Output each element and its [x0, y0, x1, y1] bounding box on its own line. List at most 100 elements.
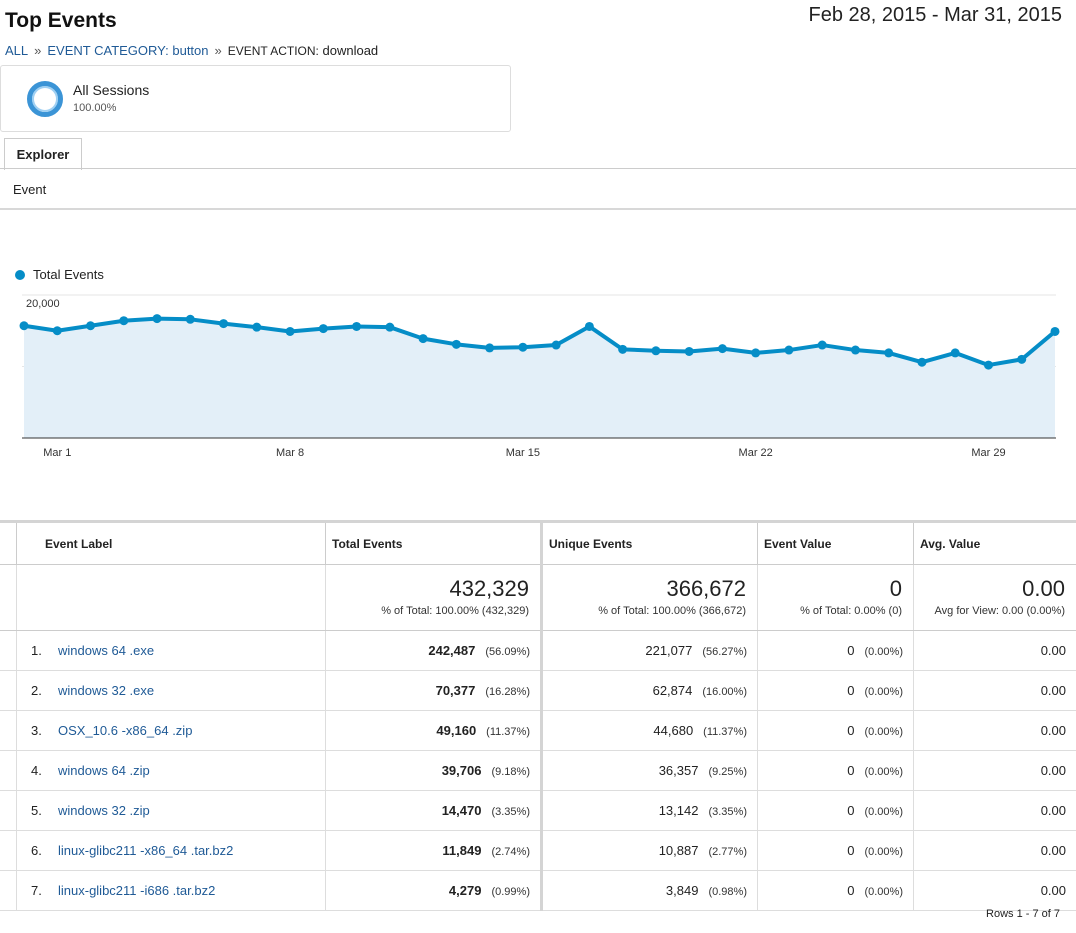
data-point — [19, 321, 29, 331]
unique-events-value: 366,672 — [666, 576, 746, 601]
total-events-cell: 70,377 (16.28%) — [325, 670, 542, 711]
unique-events-number: 10,887 — [658, 843, 699, 858]
segment-percent: 100.00% — [73, 102, 117, 114]
breadcrumb-action-value: download — [322, 43, 379, 58]
row-index: 5. — [31, 803, 42, 818]
event-value-percent: (0.00%) — [864, 766, 903, 778]
event-value-number: 0 — [847, 683, 855, 698]
total-events-number: 242,487 — [428, 643, 476, 658]
column-header-avg-value[interactable]: Avg. Value — [913, 520, 1076, 565]
column-header-total-events[interactable]: Total Events — [325, 520, 542, 565]
segment-donut-icon — [27, 81, 63, 117]
data-point — [518, 342, 528, 352]
unique-events-number: 62,874 — [652, 683, 693, 698]
x-tick-label: Mar 15 — [506, 447, 540, 459]
date-range-picker[interactable]: Feb 28, 2015 - Mar 31, 2015 — [808, 4, 1063, 26]
total-events-number: 14,470 — [441, 803, 482, 818]
total-events-cell: 242,487 (56.09%) — [325, 630, 542, 671]
unique-events-percent: (0.98%) — [708, 886, 747, 898]
breadcrumb-category-link[interactable]: EVENT CATEGORY: button — [47, 43, 209, 58]
data-point — [152, 314, 162, 324]
unique-events-cell: 3,849 (0.98%) — [540, 870, 758, 911]
unique-events-cell: 13,142 (3.35%) — [540, 790, 758, 831]
table-row: 2. windows 32 .exe 70,377 (16.28%) 62,874 (16… — [0, 670, 1076, 711]
table-header-spacer — [0, 520, 17, 565]
total-events-cell: 11,849 (2.74%) — [325, 830, 542, 871]
total-events-percent: (11.37%) — [486, 726, 530, 738]
event-label-link[interactable]: linux-glibc211 -x86_64 .tar.bz2 — [58, 843, 234, 858]
breadcrumb: ALL » EVENT CATEGORY: button » EVENT ACTION:… — [5, 43, 378, 58]
unique-events-percent: (56.27%) — [702, 646, 747, 658]
data-point — [917, 357, 927, 367]
data-point — [485, 343, 495, 353]
total-events-percent: (16.28%) — [485, 686, 530, 698]
totals-total-events: 432,329 % of Total: 100.00% (432,329) — [325, 564, 542, 631]
subtab-event[interactable]: Event — [13, 182, 47, 197]
event-label-link[interactable]: windows 32 .zip — [58, 803, 150, 818]
tab-explorer[interactable]: Explorer — [4, 138, 82, 170]
segment-card[interactable]: All Sessions 100.00% — [0, 65, 511, 132]
event-value-number: 0 — [847, 843, 855, 858]
legend-label: Total Events — [33, 267, 104, 282]
event-label-link[interactable]: OSX_10.6 -x86_64 .zip — [58, 723, 193, 738]
event-value-number: 0 — [847, 803, 855, 818]
page-title: Top Events — [5, 9, 117, 32]
avg-value-cell: 0.00 — [913, 630, 1076, 671]
row-index: 7. — [31, 883, 42, 898]
total-events-number: 39,706 — [441, 763, 482, 778]
avg-value-cell: 0.00 — [913, 790, 1076, 831]
event-value-cell: 0 (0.00%) — [757, 630, 914, 671]
x-tick-label: Mar 29 — [971, 447, 1005, 459]
total-events-number: 11,849 — [442, 843, 482, 858]
total-events-number: 70,377 — [435, 683, 476, 698]
row-index: 3. — [31, 723, 42, 738]
event-label-cell: 6. linux-glibc211 -x86_64 .tar.bz2 — [16, 830, 326, 871]
event-value-cell: 0 (0.00%) — [757, 750, 914, 791]
unique-events-percent: (3.35%) — [708, 806, 747, 818]
data-point — [651, 346, 661, 356]
event-label-link[interactable]: windows 64 .zip — [58, 763, 150, 778]
table-row: 1. windows 64 .exe 242,487 (56.09%) 221,077 (… — [0, 630, 1076, 671]
data-point — [252, 322, 262, 332]
column-header-event-label[interactable]: Event Label — [16, 520, 326, 565]
unique-events-number: 3,849 — [665, 883, 699, 898]
column-header-unique-events[interactable]: Unique Events — [540, 520, 758, 565]
tab-divider — [0, 168, 1076, 169]
total-events-number: 49,160 — [436, 723, 477, 738]
event-label-link[interactable]: windows 32 .exe — [58, 683, 155, 698]
data-point — [850, 345, 860, 355]
event-value-percent: (0.00%) — [864, 646, 903, 658]
unique-events-cell: 44,680 (11.37%) — [540, 710, 758, 751]
data-point — [86, 321, 96, 331]
data-point — [318, 324, 328, 334]
event-value-percent: (0.00%) — [864, 806, 903, 818]
chart-divider — [0, 208, 1076, 210]
x-tick-label: Mar 1 — [43, 447, 71, 459]
data-point — [285, 326, 295, 336]
avg-value-cell: 0.00 — [913, 670, 1076, 711]
avg-value-cell: 0.00 — [913, 710, 1076, 751]
column-header-event-value[interactable]: Event Value — [757, 520, 914, 565]
event-value-sub: % of Total: 0.00% (0) — [800, 605, 902, 617]
data-point — [551, 340, 561, 350]
events-table: Event Label Total Events Unique Events E… — [0, 520, 1076, 911]
event-label-cell: 4. windows 64 .zip — [16, 750, 326, 791]
event-value-number: 0 — [847, 643, 855, 658]
rows-info: Rows 1 - 7 of 7 — [986, 908, 1060, 920]
event-label-link[interactable]: windows 64 .exe — [58, 643, 155, 658]
avg-value-number: 0.00 — [1040, 803, 1066, 818]
avg-value-number: 0.00 — [1040, 843, 1066, 858]
avg-value-cell: 0.00 — [913, 870, 1076, 911]
breadcrumb-all-link[interactable]: ALL — [5, 43, 29, 58]
data-point — [751, 348, 761, 358]
event-label-link[interactable]: linux-glibc211 -i686 .tar.bz2 — [58, 883, 216, 898]
avg-value-number: 0.00 — [1040, 723, 1066, 738]
event-label-cell: 3. OSX_10.6 -x86_64 .zip — [16, 710, 326, 751]
row-index: 6. — [31, 843, 42, 858]
row-index: 1. — [31, 643, 42, 658]
x-tick-label: Mar 22 — [739, 447, 773, 459]
unique-events-sub: % of Total: 100.00% (366,672) — [598, 605, 746, 617]
event-label-cell: 7. linux-glibc211 -i686 .tar.bz2 — [16, 870, 326, 911]
total-events-value: 432,329 — [449, 576, 529, 601]
event-value-percent: (0.00%) — [864, 886, 903, 898]
